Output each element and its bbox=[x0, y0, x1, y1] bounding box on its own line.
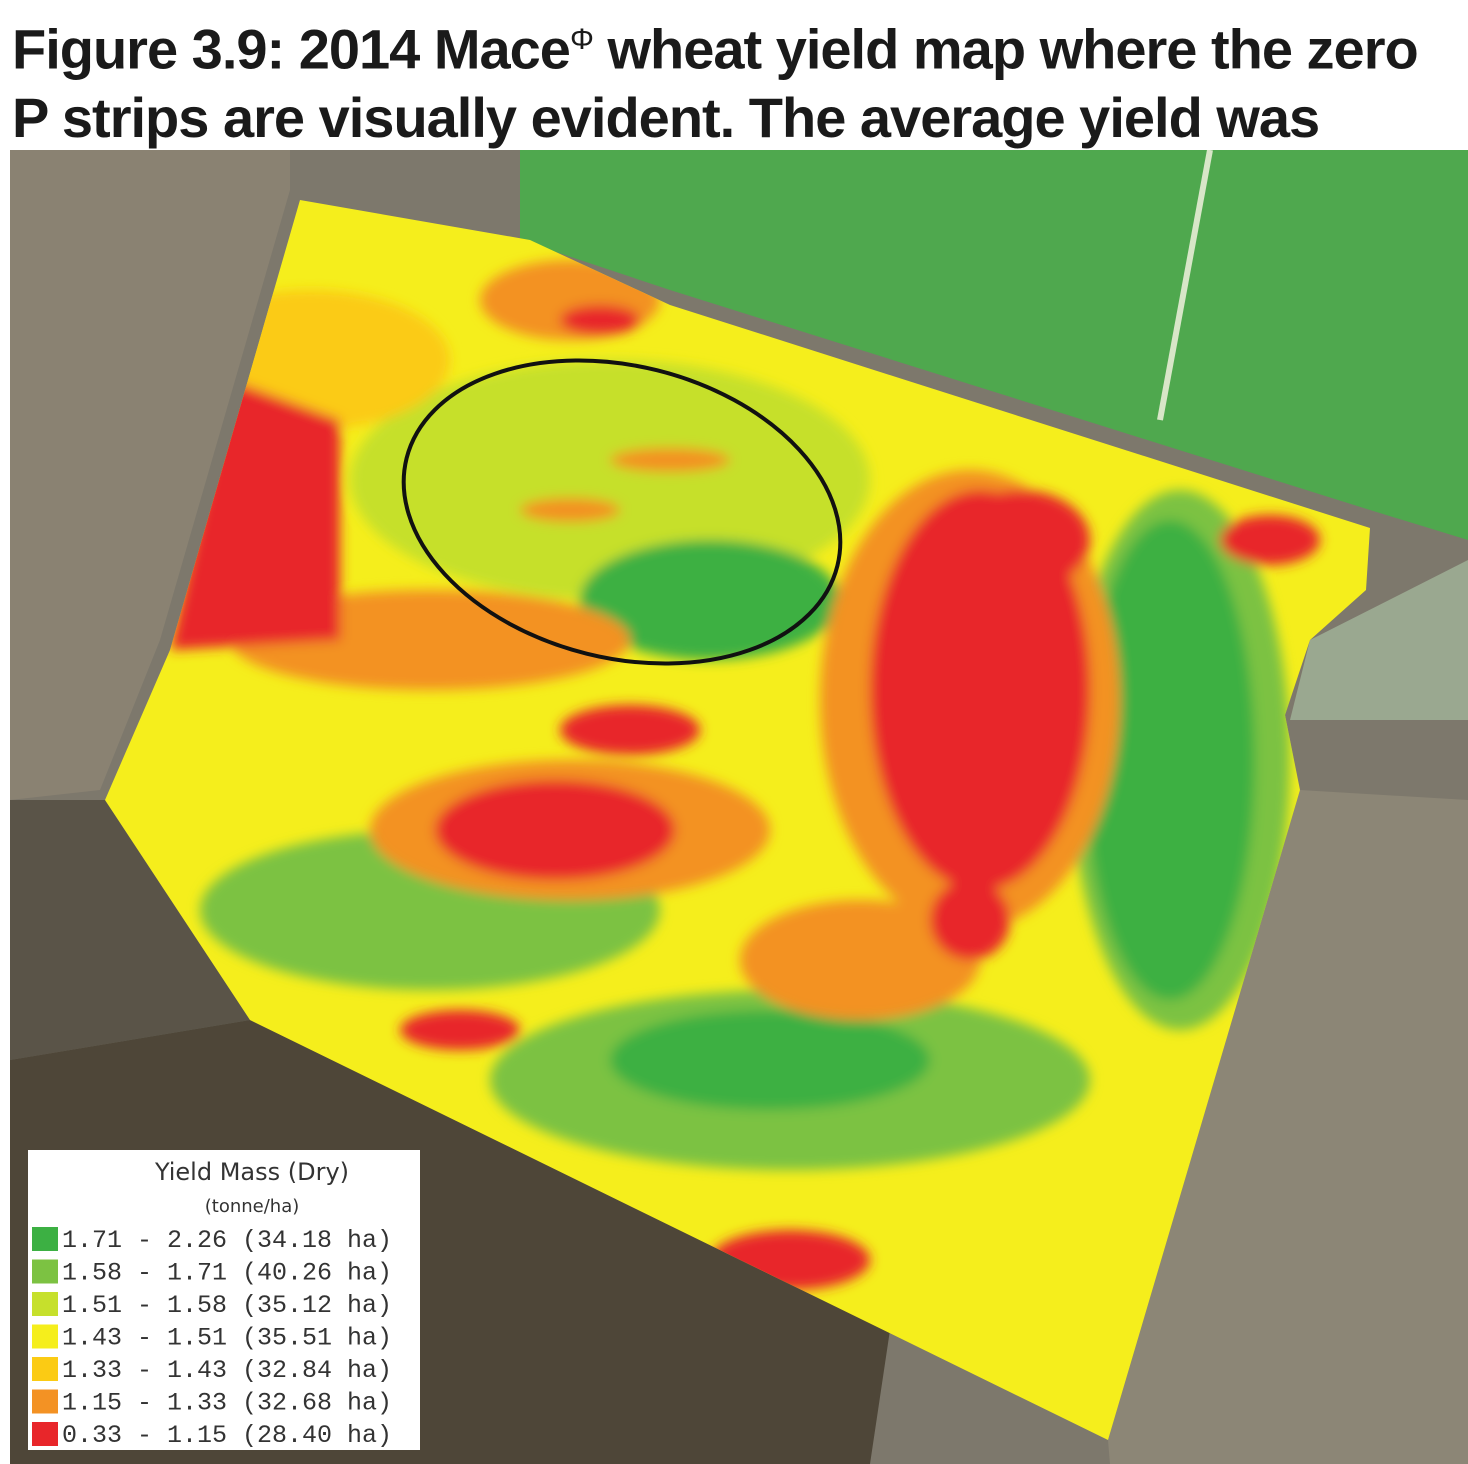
legend-label: 1.15 - 1.33 (32.68 ha) bbox=[62, 1389, 392, 1418]
legend-swatch bbox=[32, 1292, 58, 1316]
highlight-ellipse bbox=[401, 358, 843, 666]
legend-label: 1.43 - 1.51 (35.51 ha) bbox=[62, 1324, 392, 1353]
title-text: Figure 3.9: 2014 Mace bbox=[12, 17, 571, 81]
zone bbox=[560, 705, 700, 755]
zone bbox=[1085, 520, 1255, 1000]
legend-title: Yield Mass (Dry) bbox=[154, 1158, 349, 1186]
legend-swatch bbox=[32, 1324, 58, 1349]
legend: Yield Mass (Dry) (tonne/ha) 1.71 - 2.26 … bbox=[28, 1150, 420, 1450]
paddock bbox=[10, 150, 290, 800]
zone bbox=[560, 305, 640, 335]
zone bbox=[520, 498, 620, 522]
scrub bbox=[10, 800, 250, 1060]
zone bbox=[170, 380, 340, 650]
green-paddock bbox=[520, 150, 1468, 540]
zone bbox=[350, 360, 870, 600]
track bbox=[1157, 150, 1213, 421]
title-mark: Φ bbox=[569, 23, 594, 56]
legend-swatch bbox=[32, 1422, 58, 1446]
zone bbox=[580, 540, 840, 660]
zone bbox=[610, 1010, 930, 1110]
zone bbox=[435, 780, 675, 880]
legend-label: 1.51 - 1.58 (35.12 ha) bbox=[62, 1291, 392, 1320]
zone bbox=[610, 448, 730, 472]
zone bbox=[400, 1010, 520, 1050]
zone bbox=[1220, 515, 1320, 565]
legend-label: 1.33 - 1.43 (32.84 ha) bbox=[62, 1356, 392, 1385]
paddock bbox=[1108, 790, 1468, 1464]
legend-swatch bbox=[32, 1259, 58, 1284]
zone bbox=[950, 490, 1090, 590]
legend-unit: (tonne/ha) bbox=[205, 1196, 300, 1217]
zone bbox=[930, 880, 1010, 960]
legend-box bbox=[28, 1150, 420, 1450]
paddock bbox=[1290, 560, 1468, 720]
legend-label: 0.33 - 1.15 (28.40 ha) bbox=[62, 1421, 392, 1450]
zone bbox=[740, 900, 980, 1020]
legend-label: 1.71 - 2.26 (34.18 ha) bbox=[62, 1226, 392, 1255]
zone bbox=[870, 490, 1090, 890]
legend-label: 1.58 - 1.71 (40.26 ha) bbox=[62, 1259, 392, 1288]
legend-swatch bbox=[32, 1389, 58, 1414]
legend-swatch bbox=[32, 1357, 58, 1381]
legend-swatch bbox=[32, 1227, 58, 1251]
yield-map: Yield Mass (Dry) (tonne/ha) 1.71 - 2.26 … bbox=[10, 150, 1468, 1464]
